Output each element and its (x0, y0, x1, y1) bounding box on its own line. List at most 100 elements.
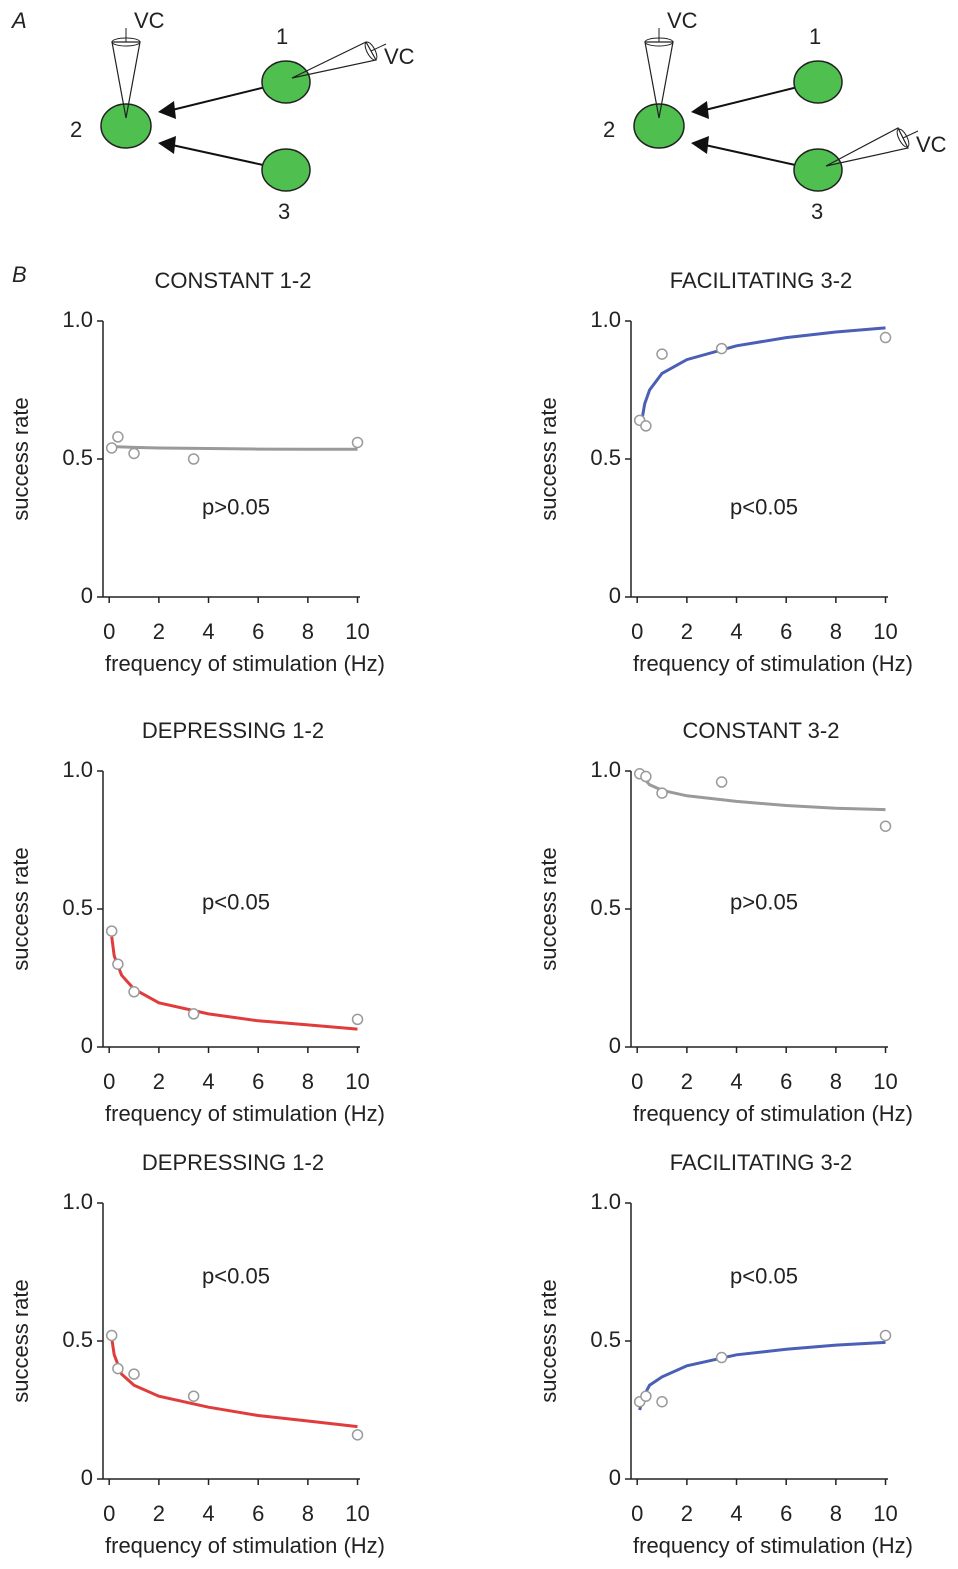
pipette-label: VC (667, 8, 698, 33)
x-tick-label: 2 (681, 1501, 693, 1526)
x-axis-label: frequency of stimulation (Hz) (633, 651, 913, 676)
fit-line (638, 772, 886, 812)
x-tick-label: 8 (830, 619, 842, 644)
x-tick-label: 6 (780, 1501, 792, 1526)
x-tick-label: 6 (252, 1501, 264, 1526)
chart: DEPRESSING 1-2 0 0.5 1.0 0 2 4 6 8 10 frequency of… (8, 1150, 385, 1558)
x-tick-label: 0 (631, 1069, 643, 1094)
y-axis-label: success rate (8, 397, 33, 521)
cell-label: 2 (603, 117, 615, 142)
x-tick-label: 8 (830, 1501, 842, 1526)
y-axis-label: success rate (8, 847, 33, 971)
x-tick-label: 4 (202, 1501, 214, 1526)
annotation: p<0.05 (202, 1263, 270, 1288)
y-tick-label: 1.0 (62, 1189, 93, 1214)
data-point (112, 1362, 124, 1375)
y-tick-label: 1.0 (590, 757, 621, 782)
x-tick-label: 8 (830, 1069, 842, 1094)
diagram-left: VC VC 1 2 3 (70, 8, 415, 224)
y-tick-label: 1.0 (62, 757, 93, 782)
fit-line (110, 936, 358, 1031)
x-tick-label: 4 (730, 1069, 742, 1094)
data-point (715, 1351, 728, 1364)
chart-title: DEPRESSING 1-2 (142, 1150, 324, 1175)
pipette-label: VC (134, 8, 165, 33)
fit-line (110, 1337, 358, 1429)
fit-line (638, 1340, 886, 1411)
data-point (128, 447, 140, 460)
x-tick-label: 0 (103, 1069, 115, 1094)
data-point (187, 453, 200, 465)
annotation: p>0.05 (202, 494, 270, 519)
cell-label: 1 (809, 24, 821, 49)
chart: FACILITATING 3-2 0 0.5 1.0 0 2 4 6 8 10 frequency … (536, 1150, 913, 1558)
data-point (879, 331, 892, 344)
x-axis-label: frequency of stimulation (Hz) (105, 651, 385, 676)
fit-line (112, 445, 358, 451)
chart-title: FACILITATING 3-2 (670, 268, 853, 293)
x-tick-label: 4 (202, 619, 214, 644)
x-tick-label: 0 (103, 1501, 115, 1526)
cell-label: 3 (811, 199, 823, 224)
data-point (656, 348, 668, 360)
chart: CONSTANT 1-2 0 0.5 1.0 0 2 4 6 8 10 frequency of s… (8, 268, 385, 676)
data-point (105, 1329, 118, 1342)
chart: DEPRESSING 1-2 0 0.5 1.0 0 2 4 6 8 10 frequency of… (8, 718, 385, 1126)
data-point (351, 1429, 364, 1441)
cell-label: 1 (276, 24, 288, 49)
y-tick-label: 0.5 (62, 445, 93, 470)
y-tick-label: 1.0 (590, 1189, 621, 1214)
data-point (112, 958, 124, 970)
cell-label: 2 (70, 117, 82, 142)
panel-label: A (10, 8, 27, 33)
y-tick-label: 0 (609, 1465, 621, 1490)
x-tick-label: 2 (153, 1069, 165, 1094)
annotation: p>0.05 (730, 889, 798, 914)
data-point (640, 770, 652, 783)
x-tick-label: 0 (631, 619, 643, 644)
data-point (656, 787, 668, 799)
data-point (351, 436, 364, 449)
x-tick-label: 8 (302, 1069, 314, 1094)
data-point (128, 986, 140, 998)
annotation: p<0.05 (202, 889, 270, 914)
x-axis-label: frequency of stimulation (Hz) (633, 1101, 913, 1126)
data-point (105, 925, 118, 937)
data-point (715, 776, 728, 788)
pipette-label: VC (916, 132, 947, 157)
annotation: p<0.05 (730, 1263, 798, 1288)
data-point (187, 1008, 200, 1020)
x-tick-label: 4 (730, 619, 742, 644)
x-tick-label: 10 (873, 1069, 897, 1094)
x-tick-label: 10 (345, 1069, 369, 1094)
y-tick-label: 0.5 (62, 1327, 93, 1352)
x-tick-label: 4 (730, 1501, 742, 1526)
y-tick-label: 0 (81, 1033, 93, 1058)
x-tick-label: 6 (780, 1069, 792, 1094)
y-tick-label: 0 (609, 583, 621, 608)
panel-label: B (12, 262, 27, 287)
x-tick-label: 10 (873, 1501, 897, 1526)
annotation: p<0.05 (730, 494, 798, 519)
y-axis-label: success rate (536, 397, 561, 521)
chart-title: CONSTANT 1-2 (155, 268, 312, 293)
x-tick-label: 8 (302, 1501, 314, 1526)
x-tick-label: 2 (681, 1069, 693, 1094)
chart-title: DEPRESSING 1-2 (142, 718, 324, 743)
y-tick-label: 0.5 (590, 1327, 621, 1352)
y-tick-label: 1.0 (590, 307, 621, 332)
data-point (879, 820, 892, 832)
x-axis-label: frequency of stimulation (Hz) (105, 1533, 385, 1558)
data-point (105, 442, 118, 454)
x-tick-label: 6 (780, 619, 792, 644)
data-point (112, 431, 124, 443)
diagram-right: VC VC 1 2 3 (603, 8, 947, 224)
y-axis-label: success rate (536, 847, 561, 971)
x-tick-label: 0 (631, 1501, 643, 1526)
data-point (128, 1368, 140, 1380)
x-tick-label: 10 (345, 1501, 369, 1526)
data-point (187, 1390, 200, 1402)
data-point (656, 1395, 668, 1408)
x-tick-label: 6 (252, 619, 264, 644)
y-tick-label: 0 (609, 1033, 621, 1058)
